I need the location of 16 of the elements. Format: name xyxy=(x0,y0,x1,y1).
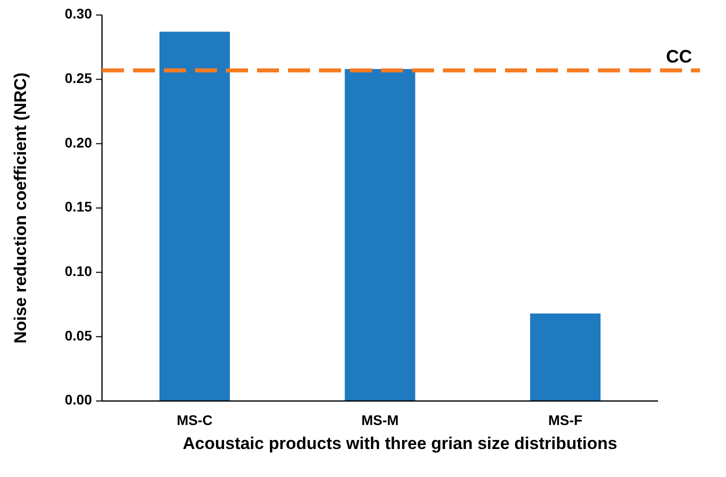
y-tick-label: 0.10 xyxy=(64,263,92,280)
y-tick-label: 0.00 xyxy=(64,392,92,408)
y-tick-label: 0.15 xyxy=(64,198,92,215)
x-tick-label: MS-F xyxy=(548,412,583,428)
y-axis-title: Noise reduction coefficient (NRC) xyxy=(11,72,30,344)
x-tick-label: MS-C xyxy=(176,412,213,428)
y-tick-label: 0.20 xyxy=(64,134,92,150)
y-tick-label: 0.30 xyxy=(64,6,92,22)
x-tick-label: MS-M xyxy=(361,412,399,428)
bar xyxy=(159,32,230,401)
ref-line-label: CC xyxy=(666,46,692,66)
x-axis-title: Acoustaic products with three grian size distributions xyxy=(182,434,618,453)
bar xyxy=(530,314,601,401)
y-tick-label: 0.25 xyxy=(64,70,92,86)
y-tick-label: 0.05 xyxy=(64,327,92,344)
bar xyxy=(344,69,416,401)
